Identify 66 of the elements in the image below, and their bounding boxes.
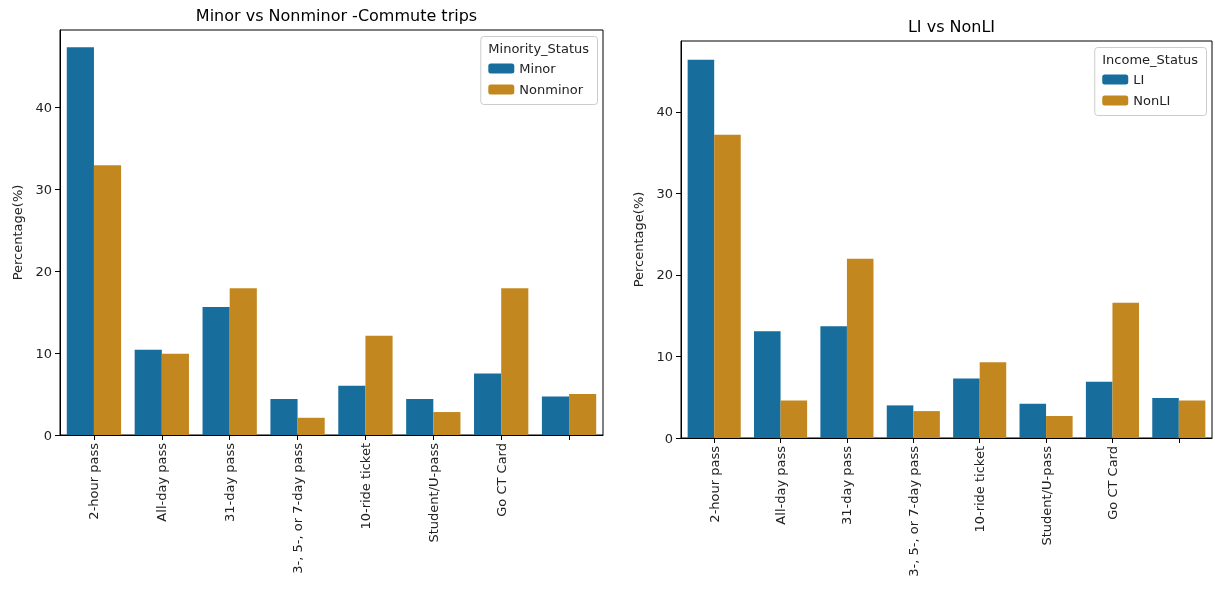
bar [886, 405, 914, 438]
y-tick-label: 20 [656, 267, 673, 283]
bar [754, 331, 781, 438]
bar [979, 362, 1007, 438]
x-tick-label: 3-, 5-, or 7-day pass [290, 442, 306, 574]
y-tick-label: 40 [35, 99, 52, 115]
x-tick-label: 31-day pass [222, 442, 238, 523]
bar [541, 396, 570, 435]
legend-title: Income_Status [1102, 52, 1199, 67]
x-tick-label: Go CT Card [493, 443, 509, 517]
bar [1178, 400, 1206, 438]
x-tick-label: 10-ride ticket [357, 443, 373, 530]
x-tick-label: 31-day pass [839, 445, 855, 526]
bar [406, 398, 434, 435]
x-tick-label: All-day pass [154, 442, 170, 522]
bar [1085, 381, 1113, 438]
bar [474, 373, 502, 435]
x-tick-label: 3-, 5-, or 7-day pass [905, 445, 921, 577]
legend-title: Minority_Status [488, 41, 590, 56]
y-tick-label: 10 [35, 345, 52, 361]
bar [202, 307, 230, 435]
bar [780, 400, 808, 438]
bar [846, 258, 874, 438]
bar [1152, 398, 1179, 438]
y-axis-title: Percentage(%) [631, 191, 646, 288]
x-tick-label: Student/U-pass [425, 442, 441, 543]
bar [66, 47, 94, 435]
bar [270, 398, 298, 435]
bar [820, 326, 847, 438]
y-tick-label: 20 [35, 263, 52, 279]
x-tick-label: Go CT Card [1104, 446, 1120, 520]
legend-label: Minor [519, 61, 557, 76]
y-tick-label: 30 [35, 181, 52, 197]
bar [1112, 302, 1139, 438]
legend-label: LI [1133, 72, 1145, 87]
legend-label: NonLI [1133, 93, 1171, 108]
y-axis-title: Percentage(%) [10, 184, 25, 281]
bar [93, 165, 122, 435]
bar [501, 288, 529, 435]
x-tick-label: 2-hour pass [86, 442, 102, 520]
x-tick-label: 10-ride ticket [972, 446, 988, 533]
chart-title: LI vs NonLI [907, 16, 996, 36]
y-tick-label: 0 [664, 430, 673, 446]
bar [913, 411, 940, 438]
bar [1046, 415, 1073, 438]
x-tick-label: Student/U-pass [1038, 445, 1054, 546]
y-tick-label: 0 [43, 427, 52, 443]
bar [365, 335, 393, 435]
bar [569, 394, 597, 435]
bar [229, 288, 257, 435]
x-tick-label: All-day pass [773, 445, 789, 525]
bar [161, 353, 189, 435]
bar [953, 378, 980, 438]
bar [687, 59, 715, 438]
y-tick-label: 40 [656, 104, 673, 120]
y-tick-label: 30 [656, 185, 673, 201]
y-tick-label: 10 [656, 348, 673, 364]
bar [714, 134, 741, 438]
chart-title: Minor vs Nonminor -Commute trips [195, 5, 478, 25]
bar [134, 349, 162, 435]
bar [338, 385, 366, 435]
bar [297, 417, 325, 435]
bar [1019, 403, 1047, 438]
legend-label: Nonminor [519, 82, 584, 97]
x-tick-label: 2-hour pass [706, 445, 722, 523]
bar [433, 412, 461, 435]
